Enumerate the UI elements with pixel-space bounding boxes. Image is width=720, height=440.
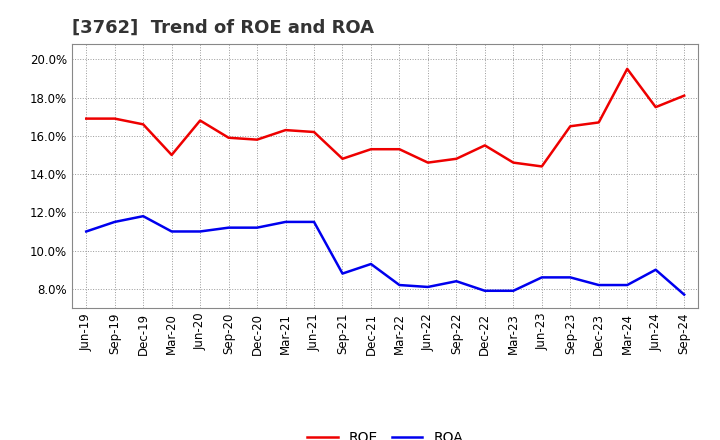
ROA bbox=[225, 225, 233, 230]
ROE bbox=[395, 147, 404, 152]
ROA bbox=[253, 225, 261, 230]
ROA bbox=[480, 288, 489, 293]
ROE bbox=[139, 122, 148, 127]
ROE bbox=[480, 143, 489, 148]
ROE bbox=[652, 104, 660, 110]
ROA bbox=[196, 229, 204, 234]
Text: [3762]  Trend of ROE and ROA: [3762] Trend of ROE and ROA bbox=[72, 19, 374, 37]
Legend: ROE, ROA: ROE, ROA bbox=[302, 426, 469, 440]
ROA bbox=[139, 213, 148, 219]
ROA bbox=[310, 219, 318, 224]
ROE bbox=[338, 156, 347, 161]
ROE bbox=[253, 137, 261, 142]
ROA bbox=[452, 279, 461, 284]
ROE bbox=[566, 124, 575, 129]
ROA bbox=[566, 275, 575, 280]
ROA bbox=[282, 219, 290, 224]
ROA bbox=[680, 292, 688, 297]
ROA bbox=[652, 267, 660, 272]
ROE bbox=[452, 156, 461, 161]
ROE bbox=[509, 160, 518, 165]
ROE bbox=[167, 152, 176, 158]
ROA bbox=[167, 229, 176, 234]
ROE bbox=[225, 135, 233, 140]
ROA bbox=[82, 229, 91, 234]
ROA bbox=[423, 284, 432, 290]
ROE bbox=[310, 129, 318, 135]
ROE bbox=[110, 116, 119, 121]
ROA bbox=[110, 219, 119, 224]
ROA bbox=[623, 282, 631, 288]
ROA bbox=[537, 275, 546, 280]
Line: ROE: ROE bbox=[86, 69, 684, 166]
ROE bbox=[282, 128, 290, 133]
ROE bbox=[366, 147, 375, 152]
ROA bbox=[338, 271, 347, 276]
ROE bbox=[82, 116, 91, 121]
ROE bbox=[423, 160, 432, 165]
ROA bbox=[595, 282, 603, 288]
ROE bbox=[595, 120, 603, 125]
Line: ROA: ROA bbox=[86, 216, 684, 295]
ROA bbox=[509, 288, 518, 293]
ROE bbox=[623, 66, 631, 72]
ROE bbox=[537, 164, 546, 169]
ROE bbox=[680, 93, 688, 98]
ROA bbox=[366, 261, 375, 267]
ROA bbox=[395, 282, 404, 288]
ROE bbox=[196, 118, 204, 123]
